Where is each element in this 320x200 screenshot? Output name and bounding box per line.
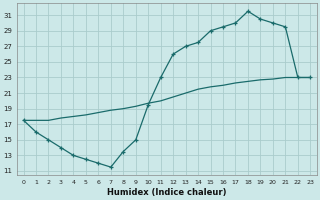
X-axis label: Humidex (Indice chaleur): Humidex (Indice chaleur) bbox=[107, 188, 227, 197]
